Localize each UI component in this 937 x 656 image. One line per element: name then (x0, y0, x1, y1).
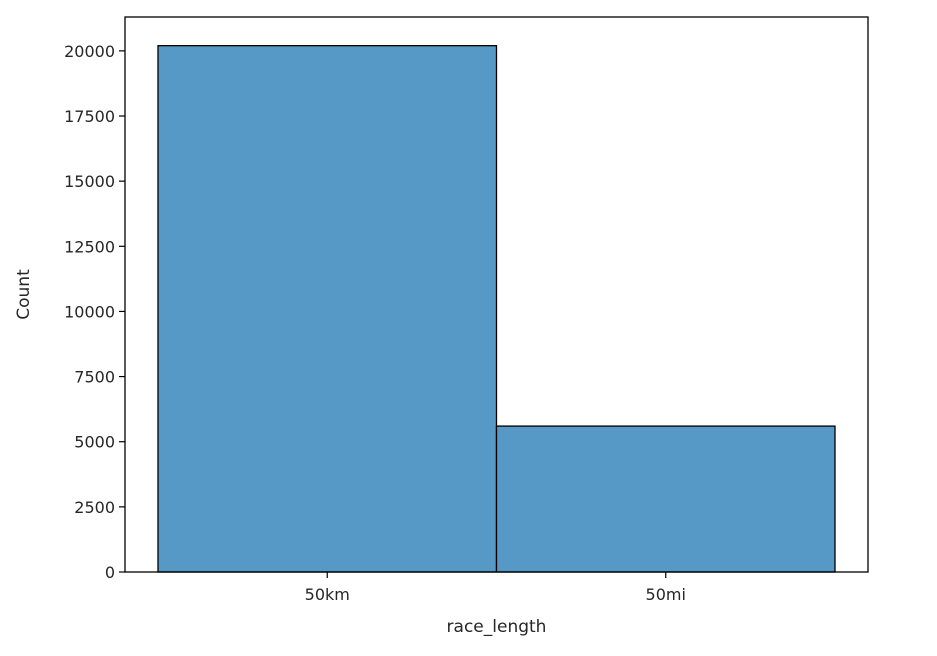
y-tick-label-20000: 20000 (64, 42, 115, 61)
y-axis-label: Count (14, 269, 34, 320)
y-tick-label-15000: 15000 (64, 172, 115, 191)
x-axis-label: race_length (447, 617, 547, 637)
x-tick-label-50km: 50km (305, 585, 350, 604)
y-tick-label-2500: 2500 (74, 498, 115, 517)
y-tick-label-17500: 17500 (64, 107, 115, 126)
plot-frame (124, 16, 869, 573)
y-tick-label-10000: 10000 (64, 302, 115, 321)
y-tick-label-5000: 5000 (74, 433, 115, 452)
y-tick-label-0: 0 (105, 563, 115, 582)
y-tick-label-12500: 12500 (64, 237, 115, 256)
bar-50km (157, 45, 498, 573)
x-tick-label-50mi: 50mi (646, 585, 686, 604)
y-axis-ticks: 0 2500 5000 7500 10000 12500 15000 17500 20000 (64, 42, 125, 582)
bar-50mi (495, 425, 836, 573)
bars-group (157, 45, 836, 573)
x-axis-ticks: 50km 50mi (305, 572, 686, 604)
y-tick-label-7500: 7500 (74, 368, 115, 387)
